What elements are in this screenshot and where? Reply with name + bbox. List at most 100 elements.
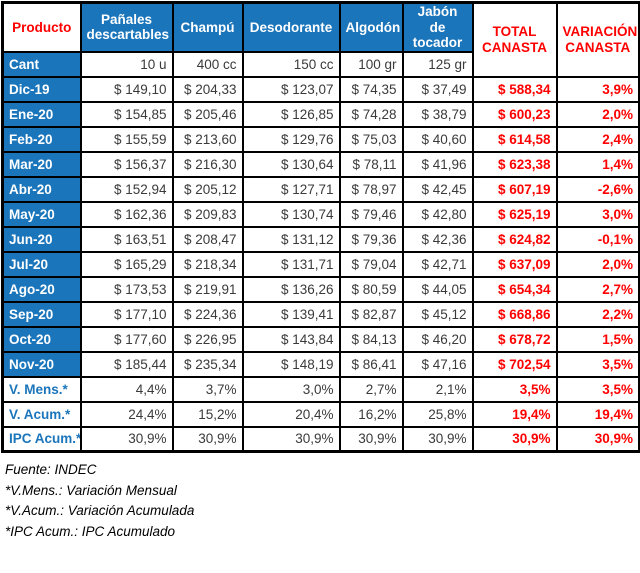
value-cell: $ 40,60	[401, 125, 474, 153]
value-cell: $ 165,29	[79, 250, 174, 278]
total-cell: $ 678,72	[471, 325, 558, 353]
value-cell: $ 75,03	[338, 125, 404, 153]
value-cell: $ 131,12	[241, 225, 341, 253]
value-cell: 3,0%	[241, 375, 341, 403]
value-cell: $ 38,79	[401, 100, 474, 128]
value-cell: $ 185,44	[79, 350, 174, 378]
footer-line-ipc: *IPC Acum.: IPC Acumulado	[5, 523, 176, 539]
variacion-cell: 30,9%	[555, 425, 640, 453]
value-cell: 15,2%	[171, 400, 244, 428]
variacion-cell: 1,5%	[555, 325, 640, 353]
row-label: Ene-20	[1, 100, 82, 128]
total-cell: $ 607,19	[471, 175, 558, 203]
variacion-cell: 3,0%	[555, 200, 640, 228]
row-label: Dic-19	[1, 75, 82, 103]
value-cell: $ 79,04	[338, 250, 404, 278]
header-row: Producto Pañales descartables Champú Des…	[1, 1, 640, 78]
value-cell: $ 149,10	[79, 75, 174, 103]
value-cell: 20,4%	[241, 400, 341, 428]
value-cell: 100 gr	[338, 50, 404, 78]
row-label: Cant	[1, 50, 82, 78]
value-cell: $ 162,36	[79, 200, 174, 228]
variacion-cell: 2,2%	[555, 300, 640, 328]
month-row-dic-19: Dic-19 $ 149,10 $ 204,33 $ 123,07 $ 74,35 $ 3…	[1, 75, 640, 103]
value-cell: $ 152,94	[79, 175, 174, 203]
summary-row-1: V. Acum.* 24,4% 15,2% 20,4% 16,2% 25,8% 19,4% 1…	[1, 400, 640, 428]
total-cell: 30,9%	[471, 425, 558, 453]
variacion-cell: 3,9%	[555, 75, 640, 103]
value-cell: 150 cc	[241, 50, 341, 78]
value-cell: 2,1%	[401, 375, 474, 403]
month-row-nov-20: Nov-20 $ 185,44 $ 235,34 $ 148,19 $ 86,41 $ 4…	[1, 350, 640, 378]
value-cell: 2,7%	[338, 375, 404, 403]
value-cell: $ 209,83	[171, 200, 244, 228]
header-producto: Producto	[1, 1, 82, 53]
value-cell: $ 42,36	[401, 225, 474, 253]
header-product-algodon: Algodón	[338, 1, 404, 53]
header-variacion-canasta: VARIACIÓN CANASTA	[555, 1, 640, 78]
value-cell: $ 46,20	[401, 325, 474, 353]
row-label: Abr-20	[1, 175, 82, 203]
total-cell: $ 637,09	[471, 250, 558, 278]
total-cell: $ 614,58	[471, 125, 558, 153]
total-cell: $ 600,23	[471, 100, 558, 128]
price-table: Producto Pañales descartables Champú Des…	[1, 1, 640, 454]
header-total-canasta: TOTAL CANASTA	[471, 1, 558, 78]
month-row-oct-20: Oct-20 $ 177,60 $ 226,95 $ 143,84 $ 84,13 $ 4…	[1, 325, 640, 353]
value-cell: $ 219,91	[171, 275, 244, 303]
row-label: Oct-20	[1, 325, 82, 353]
footer-notes: Fuente: INDEC *V.Mens.: Variación Mensua…	[5, 460, 640, 542]
value-cell: $ 74,28	[338, 100, 404, 128]
variacion-cell: 2,7%	[555, 275, 640, 303]
value-cell: 30,9%	[241, 425, 341, 453]
value-cell: $ 42,71	[401, 250, 474, 278]
value-cell: 3,7%	[171, 375, 244, 403]
value-cell: $ 208,47	[171, 225, 244, 253]
header-product-champu: Champú	[171, 1, 244, 53]
row-label: V. Acum.*	[1, 400, 82, 428]
cant-row: Cant 10 u 400 cc 150 cc 100 gr 125 gr	[1, 50, 640, 78]
value-cell: $ 129,76	[241, 125, 341, 153]
value-cell: $ 139,41	[241, 300, 341, 328]
value-cell: $ 148,19	[241, 350, 341, 378]
month-row-abr-20: Abr-20 $ 152,94 $ 205,12 $ 127,71 $ 78,97 $ 4…	[1, 175, 640, 203]
value-cell: $ 218,34	[171, 250, 244, 278]
value-cell: $ 226,95	[171, 325, 244, 353]
value-cell: $ 47,16	[401, 350, 474, 378]
value-cell: $ 173,53	[79, 275, 174, 303]
row-label: Ago-20	[1, 275, 82, 303]
variacion-cell: 19,4%	[555, 400, 640, 428]
value-cell: $ 126,85	[241, 100, 341, 128]
summary-row-2: IPC Acum.* 30,9% 30,9% 30,9% 30,9% 30,9% 30,9%…	[1, 425, 640, 453]
value-cell: $ 154,85	[79, 100, 174, 128]
value-cell: $ 80,59	[338, 275, 404, 303]
value-cell: 25,8%	[401, 400, 474, 428]
month-row-jun-20: Jun-20 $ 163,51 $ 208,47 $ 131,12 $ 79,36 $ 4…	[1, 225, 640, 253]
value-cell: $ 205,46	[171, 100, 244, 128]
value-cell: 30,9%	[338, 425, 404, 453]
value-cell: 30,9%	[79, 425, 174, 453]
total-cell: 19,4%	[471, 400, 558, 428]
row-label: IPC Acum.*	[1, 425, 82, 453]
total-cell: $ 668,86	[471, 300, 558, 328]
row-label: Sep-20	[1, 300, 82, 328]
value-cell: $ 44,05	[401, 275, 474, 303]
value-cell: $ 84,13	[338, 325, 404, 353]
variacion-cell: 3,5%	[555, 375, 640, 403]
row-label: Jun-20	[1, 225, 82, 253]
value-cell: 16,2%	[338, 400, 404, 428]
value-cell: $ 79,36	[338, 225, 404, 253]
footer-line-source: Fuente: INDEC	[5, 462, 97, 478]
variacion-cell: 2,4%	[555, 125, 640, 153]
variacion-cell: -0,1%	[555, 225, 640, 253]
row-label: Mar-20	[1, 150, 82, 178]
total-cell: $ 623,38	[471, 150, 558, 178]
value-cell: $ 177,10	[79, 300, 174, 328]
value-cell: 400 cc	[171, 50, 244, 78]
row-label: V. Mens.*	[1, 375, 82, 403]
summary-row-0: V. Mens.* 4,4% 3,7% 3,0% 2,7% 2,1% 3,5% 3,5%	[1, 375, 640, 403]
month-row-ene-20: Ene-20 $ 154,85 $ 205,46 $ 126,85 $ 74,28 $ 3…	[1, 100, 640, 128]
month-row-mar-20: Mar-20 $ 156,37 $ 216,30 $ 130,64 $ 78,11 $ 4…	[1, 150, 640, 178]
value-cell: $ 204,33	[171, 75, 244, 103]
value-cell: $ 224,36	[171, 300, 244, 328]
